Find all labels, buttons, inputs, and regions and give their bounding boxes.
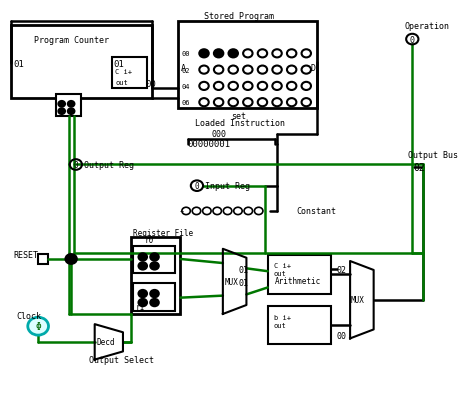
Bar — [11, 26, 152, 99]
Text: 01: 01 — [113, 60, 124, 69]
Circle shape — [68, 109, 74, 115]
Bar — [178, 22, 317, 109]
Circle shape — [150, 290, 159, 297]
Bar — [268, 306, 331, 345]
Text: Stored Program: Stored Program — [204, 12, 274, 21]
Text: Operation: Operation — [404, 22, 449, 31]
Text: 000: 000 — [211, 130, 226, 139]
Text: 0: 0 — [410, 36, 415, 45]
Text: 00: 00 — [337, 331, 347, 340]
Bar — [55, 95, 82, 117]
Text: 00: 00 — [182, 51, 191, 57]
Text: 02: 02 — [337, 265, 347, 274]
Text: Φ: Φ — [35, 321, 41, 331]
Text: 04: 04 — [182, 84, 191, 90]
Circle shape — [58, 109, 65, 115]
Circle shape — [199, 50, 209, 58]
Circle shape — [138, 299, 147, 306]
Circle shape — [138, 254, 147, 261]
Polygon shape — [350, 261, 374, 339]
Text: A: A — [181, 64, 185, 73]
Text: C i+: C i+ — [274, 263, 291, 268]
Text: 02: 02 — [414, 162, 426, 172]
Text: 00000001: 00000001 — [188, 140, 230, 149]
Text: 01: 01 — [238, 265, 248, 274]
Text: 0: 0 — [73, 161, 78, 170]
Bar — [131, 237, 181, 314]
Polygon shape — [95, 324, 123, 360]
Text: Decd: Decd — [97, 337, 115, 346]
Text: Input Reg: Input Reg — [205, 182, 250, 191]
Text: ~: ~ — [180, 209, 184, 214]
Text: Arithmetic: Arithmetic — [275, 276, 321, 285]
Circle shape — [68, 102, 74, 108]
Bar — [38, 254, 47, 264]
Text: out: out — [274, 323, 286, 328]
Circle shape — [228, 50, 238, 58]
Text: set: set — [231, 112, 246, 120]
Text: 00: 00 — [145, 80, 156, 89]
Text: Constant: Constant — [296, 207, 336, 216]
Text: Clock: Clock — [17, 311, 41, 320]
Text: r0: r0 — [144, 236, 154, 245]
Text: Output Reg: Output Reg — [84, 161, 134, 170]
Text: MUX: MUX — [224, 277, 238, 286]
Text: out: out — [274, 271, 286, 276]
Text: 01: 01 — [238, 278, 248, 287]
Text: out: out — [116, 80, 128, 85]
Circle shape — [150, 299, 159, 306]
Polygon shape — [223, 249, 246, 314]
Circle shape — [58, 102, 65, 108]
Bar — [268, 255, 331, 294]
Text: RESET: RESET — [13, 251, 38, 260]
Bar — [133, 283, 175, 311]
Text: r1: r1 — [135, 302, 145, 311]
Text: Loaded Instruction: Loaded Instruction — [195, 119, 284, 128]
Text: 02: 02 — [182, 67, 191, 74]
Text: b i+: b i+ — [274, 315, 291, 320]
Text: D: D — [310, 64, 316, 73]
Bar — [112, 58, 147, 89]
Text: Output Bus: Output Bus — [408, 151, 457, 160]
Circle shape — [28, 317, 48, 335]
Text: Output Select: Output Select — [89, 355, 154, 364]
Circle shape — [138, 290, 147, 297]
Text: 01: 01 — [13, 59, 24, 68]
Circle shape — [150, 263, 159, 270]
Circle shape — [138, 263, 147, 270]
Circle shape — [214, 50, 223, 58]
Text: 06: 06 — [182, 100, 191, 106]
Circle shape — [65, 254, 77, 264]
Text: C i+: C i+ — [116, 69, 132, 75]
Text: 0: 0 — [195, 182, 199, 191]
Text: Program Counter: Program Counter — [35, 36, 109, 45]
Circle shape — [150, 254, 159, 261]
Text: MUX: MUX — [351, 295, 365, 304]
Bar — [133, 246, 175, 274]
Text: Register File: Register File — [133, 229, 193, 238]
